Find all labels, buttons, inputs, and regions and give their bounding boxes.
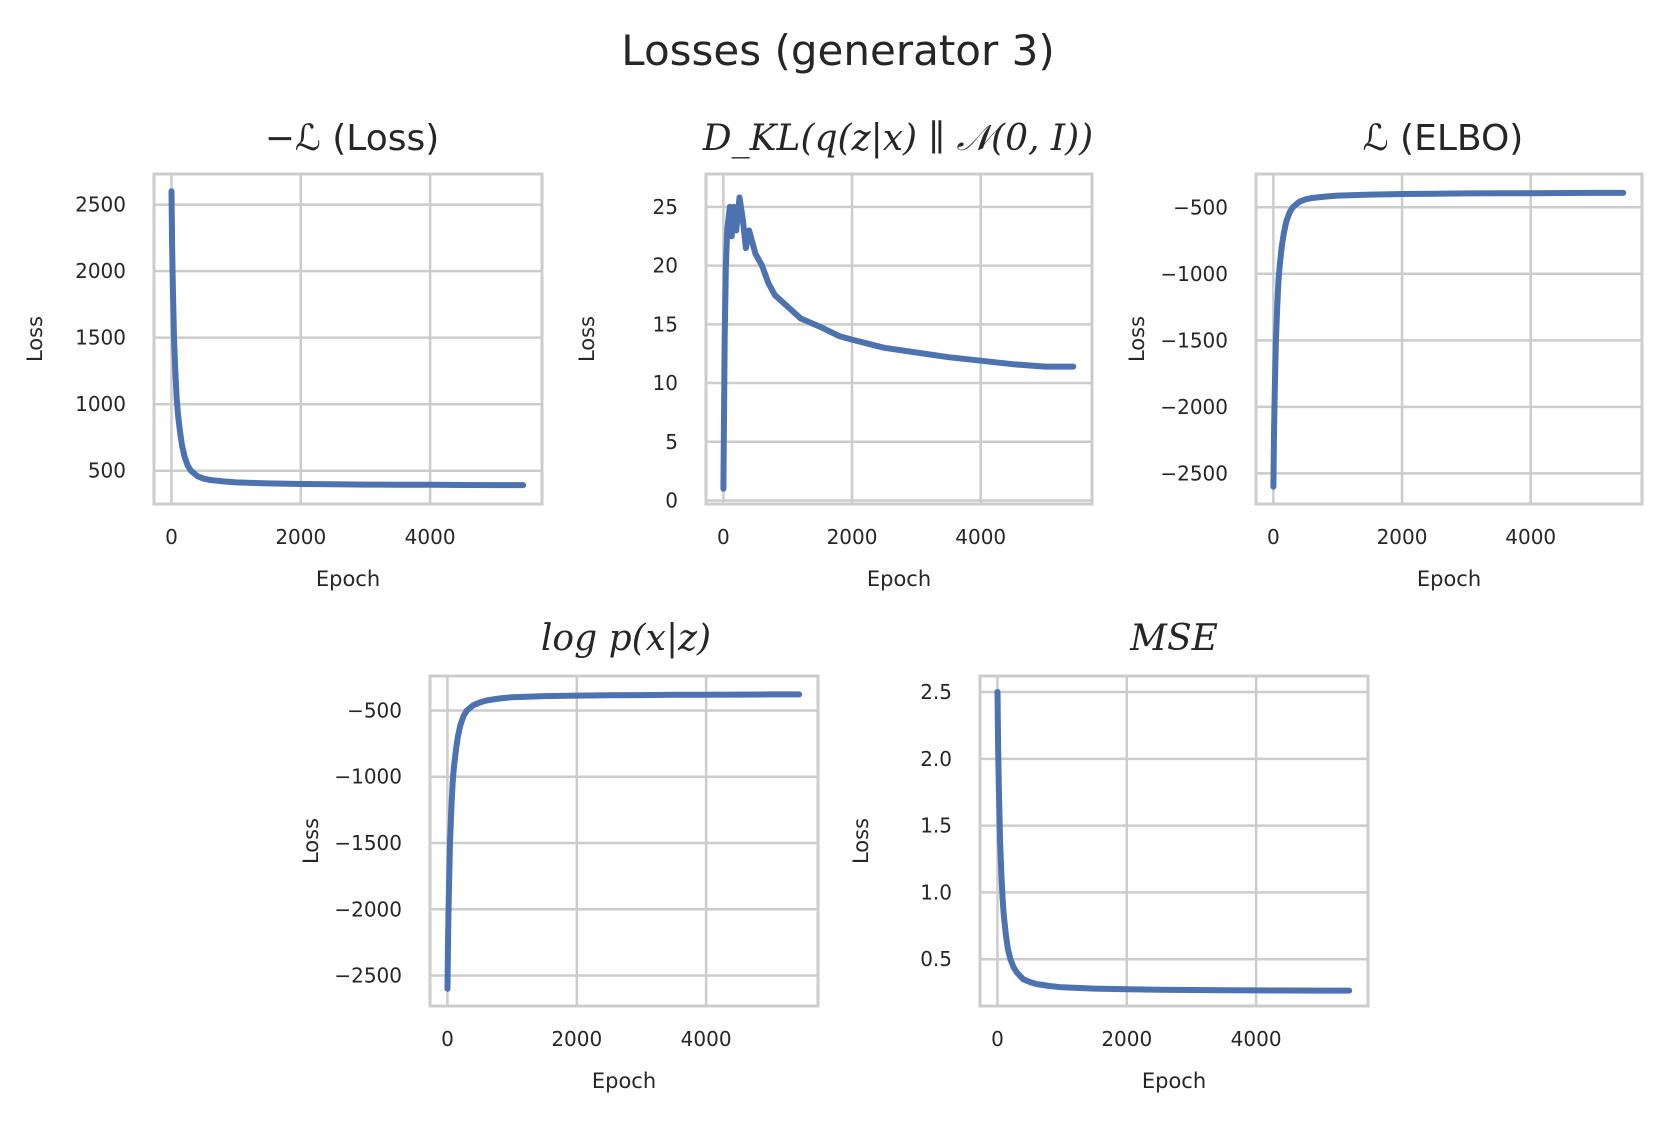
subplot-title-neg-elbo: −ℒ (Loss) [265,118,440,159]
y-tick-label: 2.5 [920,680,952,704]
subplot-log-px-z: log p(x|z) 0 2000 4000 −500 −1000 −1500 −2000 −… [299,618,820,1093]
x-axis-label: Epoch [316,567,380,591]
y-axis-label: Loss [299,818,323,864]
subplot-title-mse: MSE [1129,618,1218,659]
series-line [720,194,1077,492]
y-tick-label: −1000 [1160,262,1228,286]
x-axis-label: Epoch [1417,567,1481,591]
plot-area-log-px-z: 0 2000 4000 −500 −1000 −1500 −2000 −2500 Epoch Lo… [299,674,820,1093]
x-tick-label: 2000 [1377,525,1428,549]
y-tick-label: −500 [1173,195,1228,219]
y-tick-label: 10 [653,371,678,395]
plot-area-mse: 0 2000 4000 0.5 1.0 1.5 2.0 2.5 Epoch Loss [849,674,1370,1093]
y-tick-label: 1.5 [920,814,952,838]
y-tick-label: −500 [347,698,402,722]
axes-frame [1254,172,1644,506]
y-tick-label: 2000 [75,259,126,283]
x-tick-label: 4000 [955,525,1006,549]
axes-frame [152,172,544,506]
x-axis-label: Epoch [1142,1069,1206,1093]
y-tick-label: 2.0 [920,747,952,771]
x-tick-label: 0 [991,1027,1004,1051]
y-tick-label: 1000 [75,392,126,416]
series-line [994,689,1353,994]
x-tick-label: 4000 [1231,1027,1282,1051]
y-tick-label: 0 [665,488,678,512]
x-tick-label: 0 [165,525,178,549]
x-tick-label: 0 [1267,525,1280,549]
plot-area-elbo: 0 2000 4000 −500 −1000 −1500 −2000 −2500 Epoch Lo… [1125,172,1644,591]
axes-frame [978,674,1370,1008]
y-tick-label: −2500 [1160,461,1228,485]
x-tick-label: 2000 [551,1027,602,1051]
plot-area-kl: 0 2000 4000 0 5 10 15 20 25 Epoch Loss [575,172,1094,591]
subplot-title-elbo: ℒ (ELBO) [1363,118,1524,159]
y-tick-label: 1.0 [920,880,952,904]
figure-title: Losses (generator 3) [621,26,1054,75]
x-tick-label: 0 [717,525,730,549]
x-tick-label: 2000 [275,525,326,549]
subplot-mse: MSE 0 2000 4000 0.5 1.0 1.5 2.0 2.5 Epoch Loss [849,618,1370,1093]
y-tick-label: 2500 [75,193,126,217]
y-tick-label: −2500 [334,964,402,988]
axes-frame [428,674,820,1008]
y-tick-label: 5 [665,430,678,454]
y-tick-label: 0.5 [920,947,952,971]
subplot-neg-elbo: −ℒ (Loss) 0 2000 4000 500 1000 1500 2000 2500 Ep… [23,118,544,591]
x-tick-label: 2000 [1101,1027,1152,1051]
y-tick-label: −1500 [334,831,402,855]
y-tick-label: −2000 [1160,395,1228,419]
y-tick-label: −1000 [334,765,402,789]
x-tick-label: 4000 [1505,525,1556,549]
y-tick-label: −2000 [334,897,402,921]
series-line [1270,189,1627,490]
y-tick-label: 25 [653,195,678,219]
x-axis-label: Epoch [867,567,931,591]
y-tick-label: 20 [653,254,678,278]
y-axis-label: Loss [23,316,47,362]
subplot-title-kl: D_KL(q(z|x) ∥ 𝒩(0, I)) [702,118,1093,159]
y-tick-label: 500 [88,459,126,483]
y-tick-label: −1500 [1160,328,1228,352]
x-axis-label: Epoch [592,1069,656,1093]
x-tick-label: 2000 [827,525,878,549]
series-line [444,691,803,992]
y-axis-label: Loss [575,316,599,362]
y-axis-label: Loss [849,818,873,864]
subplot-title-log-px-z: log p(x|z) [541,618,711,659]
axes-frame [704,172,1094,506]
y-axis-label: Loss [1125,316,1149,362]
subplot-kl: D_KL(q(z|x) ∥ 𝒩(0, I)) 0 2000 4000 0 5 10 15 20… [575,118,1094,591]
plot-area-neg-elbo: 0 2000 4000 500 1000 1500 2000 2500 Epoch Loss [23,172,544,591]
x-tick-label: 0 [441,1027,454,1051]
y-tick-label: 15 [653,312,678,336]
series-line [168,188,527,489]
y-tick-label: 1500 [75,326,126,350]
subplot-elbo: ℒ (ELBO) 0 2000 4000 −500 −1000 −1500 −2000 −25… [1125,118,1644,591]
x-tick-label: 4000 [405,525,456,549]
x-tick-label: 4000 [681,1027,732,1051]
